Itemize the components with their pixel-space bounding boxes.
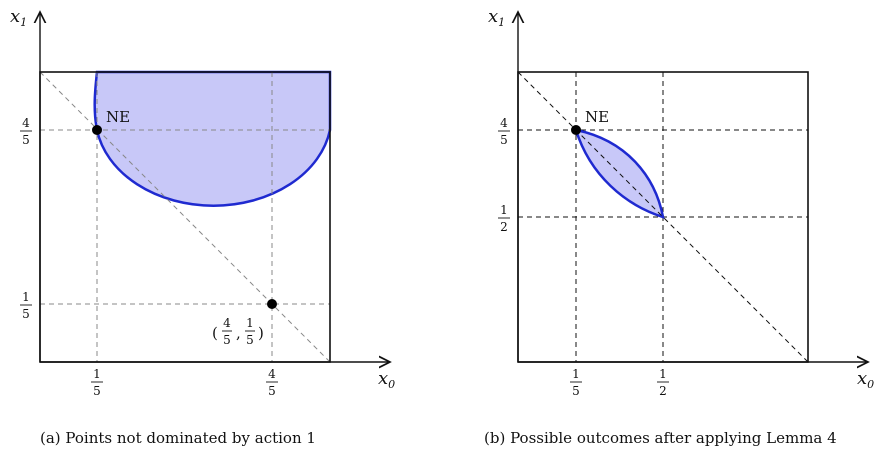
x-axis-sub: 0 xyxy=(867,378,874,391)
ne-point xyxy=(92,125,102,135)
coord-a-num: 4 xyxy=(223,316,231,330)
point-coord-label: ( 4 5 , 1 5 ) xyxy=(212,316,264,347)
coord-a-den: 5 xyxy=(223,333,231,347)
y-axis-label: x1 xyxy=(10,6,27,29)
ne-label: NE xyxy=(106,108,130,126)
tick-num: 1 xyxy=(93,367,101,381)
tick-den: 5 xyxy=(22,133,30,147)
tick-num: 1 xyxy=(22,290,30,304)
x-tick-one-half: 1 2 xyxy=(657,367,669,398)
y-tick-one-half: 1 2 xyxy=(498,203,510,234)
ne-label: NE xyxy=(585,108,609,126)
y-axis-sub: 1 xyxy=(498,16,505,29)
x-axis-var: x xyxy=(857,368,867,389)
x-tick-one-fifth: 1 5 xyxy=(91,367,103,398)
paren-open: ( xyxy=(212,324,218,342)
y-axis-var: x xyxy=(10,6,20,27)
x-tick-four-fifths: 4 5 xyxy=(266,367,278,398)
x-axis-label: x0 xyxy=(857,368,874,391)
x-tick-one-fifth: 1 5 xyxy=(570,367,582,398)
tick-den: 5 xyxy=(93,384,101,398)
comma: , xyxy=(236,324,241,342)
tick-den: 5 xyxy=(500,133,508,147)
caption-b: (b) Possible outcomes after applying Lem… xyxy=(484,429,837,447)
x-axis-var: x xyxy=(378,368,388,389)
y-axis-var: x xyxy=(488,6,498,27)
tick-num: 4 xyxy=(22,116,30,130)
panel-b: NE x0 x1 1 5 1 2 4 5 1 2 (b) Possible ou… xyxy=(484,6,874,447)
non-dominated-region xyxy=(93,70,332,207)
tick-den: 5 xyxy=(572,384,580,398)
tick-den: 2 xyxy=(659,384,667,398)
tick-num: 1 xyxy=(659,367,667,381)
point-four-fifths-one-fifth xyxy=(267,299,277,309)
ne-point xyxy=(571,125,581,135)
tick-den: 5 xyxy=(22,307,30,321)
panel-a: NE x0 x1 1 5 4 5 4 5 1 5 ( 4 xyxy=(10,6,395,447)
y-axis-label: x1 xyxy=(488,6,505,29)
y-tick-one-fifth: 1 5 xyxy=(20,290,32,321)
tick-num: 1 xyxy=(572,367,580,381)
tick-num: 4 xyxy=(268,367,276,381)
coord-b-num: 1 xyxy=(246,316,254,330)
caption-a: (a) Points not dominated by action 1 xyxy=(40,429,316,447)
tick-den: 2 xyxy=(500,220,508,234)
y-axis-sub: 1 xyxy=(20,16,27,29)
y-tick-four-fifths: 4 5 xyxy=(498,116,510,147)
tick-num: 1 xyxy=(500,203,508,217)
x-axis-label: x0 xyxy=(378,368,395,391)
tick-num: 4 xyxy=(500,116,508,130)
y-tick-four-fifths: 4 5 xyxy=(20,116,32,147)
coord-b-den: 5 xyxy=(246,333,254,347)
paren-close: ) xyxy=(258,324,264,342)
x-axis-sub: 0 xyxy=(388,378,395,391)
tick-den: 5 xyxy=(268,384,276,398)
